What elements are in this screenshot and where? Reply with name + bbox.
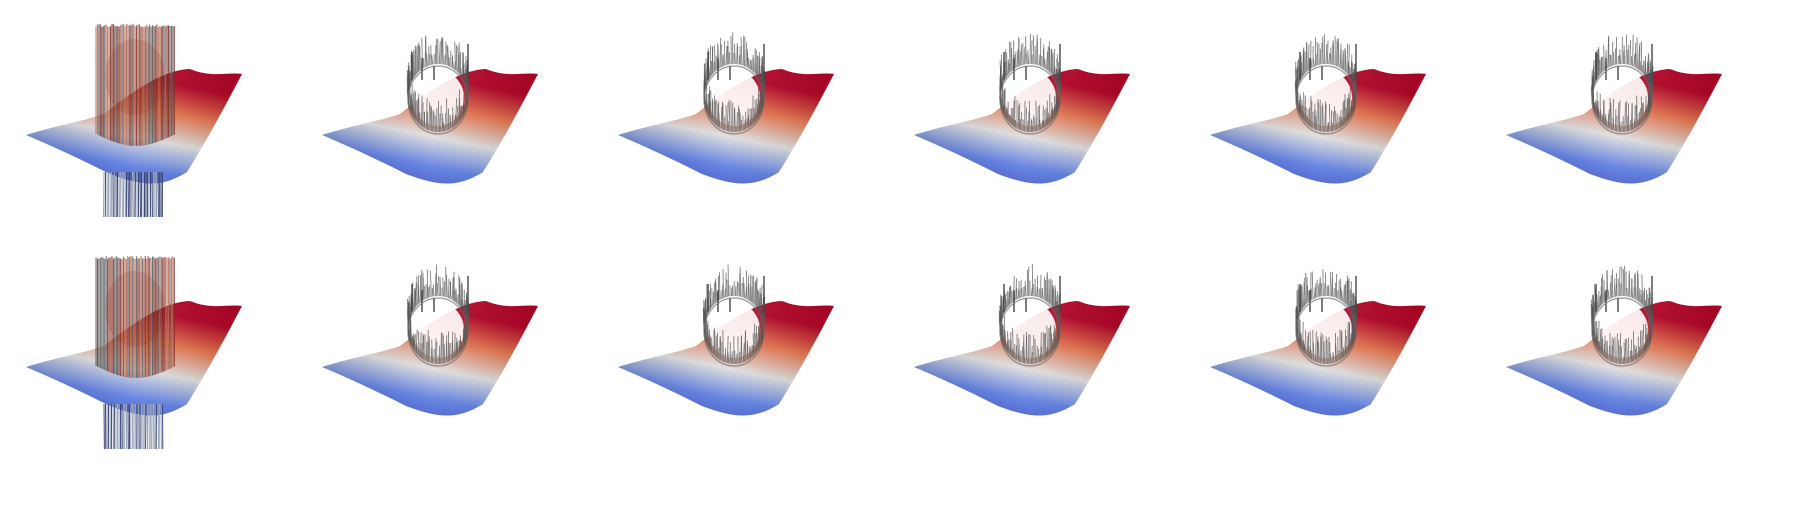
surface-plot-panel	[1210, 269, 1426, 416]
cylinder-artifact	[95, 256, 175, 450]
surface-plot-panel	[1210, 34, 1426, 184]
ring-artifact	[1294, 34, 1357, 135]
ring-artifact	[1590, 34, 1654, 135]
ring-artifact	[703, 32, 766, 135]
ring-artifact	[1295, 269, 1358, 367]
surface-plot-panel	[914, 33, 1130, 184]
surface-plot-panel	[26, 24, 242, 218]
surface-plot-panel	[322, 264, 538, 416]
ring-artifact	[999, 33, 1062, 135]
surface-plot-panel	[1506, 265, 1722, 416]
ring-artifact	[1590, 265, 1654, 367]
ring-artifact	[406, 35, 469, 135]
cylinder-artifact	[95, 24, 175, 218]
surface-plot-panel	[914, 264, 1130, 416]
ring-artifact	[998, 264, 1061, 367]
surface-plot-panel	[26, 256, 242, 450]
surface-plot-panel	[1506, 34, 1722, 184]
surface-plot-panel	[322, 35, 538, 184]
surface-plot-panel	[618, 32, 834, 184]
ring-artifact	[406, 264, 470, 367]
surface-plot-panel	[618, 264, 834, 416]
ring-artifact	[702, 264, 766, 367]
